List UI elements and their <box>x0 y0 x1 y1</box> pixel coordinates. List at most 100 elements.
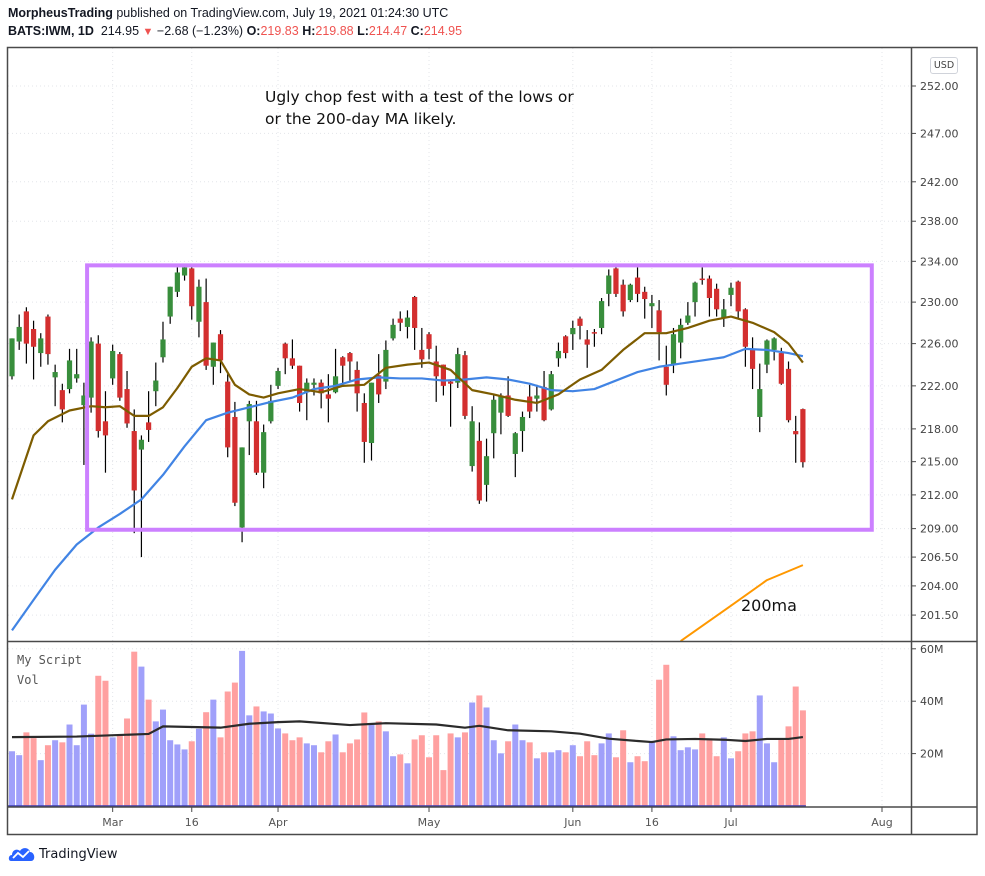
volume-bar <box>742 733 749 806</box>
volume-bar <box>188 741 195 806</box>
tradingview-logo[interactable]: TradingView <box>8 846 118 862</box>
candle <box>261 424 267 489</box>
volume-bar <box>318 752 325 806</box>
volume-bar <box>181 749 188 806</box>
candle-body <box>663 366 669 385</box>
volume-bar <box>677 750 684 806</box>
volume-bar <box>648 742 655 806</box>
volume-bar <box>368 724 375 806</box>
time-tick-label: Apr <box>269 816 289 829</box>
volume-bar <box>346 743 353 806</box>
candle <box>74 348 80 383</box>
volume-bar <box>354 739 361 806</box>
volume-bar <box>454 737 461 806</box>
script-label[interactable]: My Script <box>17 653 83 667</box>
volume-bar <box>756 695 763 806</box>
candle-body <box>426 334 432 349</box>
candle <box>52 364 58 407</box>
symbol-label: BATS:IWM, 1D <box>8 24 94 38</box>
volume-bar <box>152 721 159 806</box>
volume-bar <box>598 743 605 806</box>
candle-body <box>397 318 403 323</box>
volume-bar <box>763 743 770 806</box>
candle <box>706 275 713 317</box>
candle-body <box>246 404 252 422</box>
volume-bar <box>116 735 123 806</box>
candle <box>455 347 461 388</box>
price-tick-label: 252.00 <box>920 80 959 93</box>
candle-body <box>642 291 648 300</box>
annotation-text[interactable]: Ugly chop fest with a test of the lows o… <box>265 86 574 130</box>
candle <box>785 361 792 423</box>
candle-body <box>16 326 22 342</box>
candle <box>498 393 504 435</box>
candle-body <box>81 395 87 406</box>
candle-body <box>584 339 590 345</box>
range-box[interactable] <box>85 263 874 532</box>
ma200-label[interactable]: 200ma <box>741 596 797 615</box>
volume-bar <box>267 713 274 806</box>
candle-body <box>606 275 612 294</box>
candle <box>153 362 159 407</box>
candle <box>23 307 29 364</box>
price-change: −2.68 (−1.23%) <box>156 24 244 38</box>
ma200-line <box>680 564 804 641</box>
candle <box>491 395 497 459</box>
candle-body <box>433 361 439 377</box>
volume-bar <box>483 707 490 806</box>
candle <box>426 332 432 360</box>
candle <box>627 283 633 303</box>
volume-bar <box>282 733 289 806</box>
candle-body <box>253 421 260 473</box>
candle <box>361 393 367 463</box>
candle-body <box>88 341 94 398</box>
volume-bar <box>771 762 778 806</box>
currency-badge[interactable]: USD <box>930 57 958 74</box>
axes[interactable]: 252.00 247.00 242.00 238.00 234.00 230.00 226.… <box>102 80 958 829</box>
candle-body <box>332 376 339 393</box>
candle-body <box>376 375 382 395</box>
candle-body <box>38 338 44 354</box>
candle <box>591 329 597 347</box>
candle-body <box>563 336 569 354</box>
volume-bar <box>749 731 756 806</box>
candle <box>613 267 619 297</box>
chart-frame <box>6 46 978 836</box>
candle <box>203 278 209 370</box>
candle-body <box>778 353 784 384</box>
time-tick-label: Aug <box>871 816 892 829</box>
volume-bar <box>699 733 706 806</box>
price-tick-label: 206.50 <box>920 551 959 564</box>
volume-bar <box>66 724 73 806</box>
volume-bar <box>73 745 80 806</box>
candle <box>447 380 454 427</box>
candle-body <box>462 355 468 416</box>
time-tick-label: Mar <box>102 816 123 829</box>
candle-body <box>347 353 353 362</box>
volume-bar <box>720 737 727 806</box>
candle-body <box>678 324 684 343</box>
volume-bar <box>735 751 742 806</box>
candle <box>390 318 396 341</box>
candle-body <box>325 394 331 399</box>
candle <box>225 374 231 458</box>
volume-bar <box>555 750 562 806</box>
volume-label[interactable]: Vol <box>17 673 39 687</box>
volume-bar <box>253 706 260 806</box>
volume-bar <box>418 735 425 806</box>
volume-bar <box>231 682 238 806</box>
candle <box>598 297 605 335</box>
candle <box>404 310 411 339</box>
candle-body <box>95 343 101 432</box>
volume-bar <box>275 728 282 806</box>
candle <box>757 363 763 433</box>
candle <box>354 361 360 412</box>
candle <box>239 447 245 543</box>
candle <box>282 342 288 375</box>
volume-bar <box>591 755 598 806</box>
candle-body <box>412 296 418 328</box>
author-name[interactable]: MorpheusTrading <box>8 6 113 20</box>
candle-body <box>613 268 619 294</box>
volume-bar <box>109 737 116 806</box>
